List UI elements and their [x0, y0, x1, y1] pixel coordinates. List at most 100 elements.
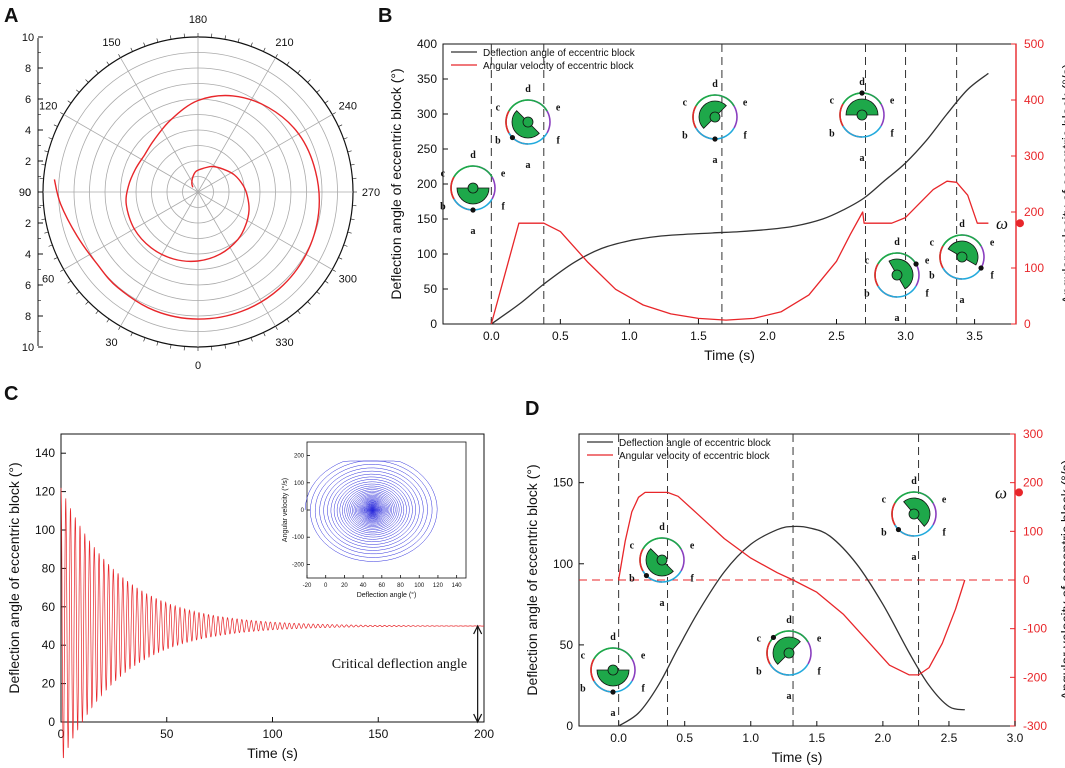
dial-icon-5: a b c d e f	[864, 237, 930, 324]
dial-letter-b: b	[864, 289, 870, 300]
y-tick-label: 200	[417, 177, 437, 191]
polar-outer-tick	[263, 47, 266, 52]
series-line-d-1	[617, 491, 966, 676]
polar-outer-tick	[130, 332, 133, 337]
polar-radial-label: 10	[22, 342, 34, 354]
x-tick-label: 150	[368, 727, 388, 741]
polar-outer-tick	[156, 341, 159, 346]
polar-outer-tick	[67, 100, 72, 104]
dial-arc-cyan	[769, 663, 809, 676]
polar-outer-tick	[44, 231, 49, 234]
polar-outer-tick	[95, 70, 99, 74]
dial-letter-d: d	[712, 79, 718, 90]
polar-angle-label: 180	[189, 14, 207, 26]
dial-letter-c: c	[441, 169, 446, 180]
dial-icon-3: a b c d e f	[682, 79, 748, 166]
polar-trajectory-line	[53, 94, 320, 320]
polar-outer-tick	[143, 42, 146, 47]
x-tick-label: 1.5	[808, 731, 825, 745]
dial-letter-f: f	[690, 574, 694, 585]
dial-letter-c: c	[757, 634, 762, 645]
dial-letter-b: b	[682, 131, 688, 142]
polar-outer-tick	[332, 269, 336, 272]
polar-spoke	[197, 191, 276, 327]
polar-outer-tick	[156, 38, 159, 43]
dial-letter-e: e	[817, 634, 822, 645]
inset-x-tick-label: 40	[360, 583, 367, 589]
dial-letter-b: b	[440, 202, 446, 213]
x-tick-label: 0	[58, 727, 65, 741]
x-tick-label: 2.0	[875, 731, 892, 745]
dial-letter-d: d	[959, 219, 965, 230]
polar-radial-label: 2	[25, 156, 31, 168]
dial-letter-e: e	[925, 256, 930, 267]
omega-dot-b	[1016, 219, 1024, 228]
inset-x-tick-label: 0	[324, 583, 328, 589]
polar-spoke	[120, 57, 199, 193]
x-tick-label: 1.0	[621, 329, 638, 343]
dial-letter-d: d	[525, 84, 531, 95]
polar-outer-tick	[60, 112, 64, 115]
inset-y-tick-label: 200	[294, 454, 305, 460]
x-tick-label: 0.0	[483, 329, 500, 343]
y2-axis-label-b: Angular velocity of eccentric block (°/s…	[1059, 64, 1065, 305]
series-line-b-1	[490, 180, 989, 325]
dial-dot	[913, 261, 919, 267]
polar-outer-tick	[250, 42, 253, 47]
polar-outer-tick	[297, 310, 301, 314]
polar-radial-label: 8	[25, 63, 31, 75]
dial-letter-e: e	[556, 103, 561, 114]
x-tick-label: 1.0	[742, 731, 759, 745]
dial-letter-e: e	[942, 495, 947, 506]
dial-icon-1: a b c d e f	[440, 150, 506, 237]
polar-outer-tick	[118, 54, 121, 58]
critical-angle-annotation: Critical deflection angle	[332, 657, 467, 672]
polar-outer-tick	[347, 231, 352, 234]
dial-letter-e: e	[641, 651, 646, 662]
polar-outer-tick	[224, 344, 226, 349]
polar-outer-tick	[324, 280, 329, 284]
dial-arc-top	[695, 94, 735, 107]
y2-tick-label: 300	[1023, 427, 1043, 441]
inset-y-tick-label: 0	[301, 508, 305, 514]
y2-tick-label: -300	[1023, 719, 1047, 733]
panel-label-c: C	[4, 383, 18, 405]
dial-letter-f: f	[990, 271, 994, 282]
dial-letter-f: f	[501, 202, 505, 213]
polar-outer-tick	[350, 164, 355, 166]
series-line-d-0	[618, 525, 965, 727]
dial-dot	[978, 265, 984, 271]
y-tick-label: 50	[424, 282, 438, 296]
inset-x-tick-label: 140	[452, 583, 463, 589]
polar-radial-label: 8	[25, 311, 31, 323]
dial-arc-top	[877, 252, 917, 265]
x-tick-label: 2.5	[941, 731, 958, 745]
dial-arc-top	[894, 491, 934, 504]
dial-letter-c: c	[683, 98, 688, 109]
dial-letter-c: c	[930, 238, 935, 249]
polar-outer-tick	[286, 318, 290, 323]
x-tick-label: 0.5	[676, 731, 693, 745]
polar-outer-tick	[297, 70, 301, 74]
polar-outer-tick	[224, 35, 226, 40]
dial-letter-e: e	[501, 169, 506, 180]
dial-arc-top	[508, 99, 548, 112]
polar-angle-label: 0	[195, 360, 201, 372]
polar-radial-label: 2	[25, 218, 31, 230]
dial-letter-a: a	[895, 313, 900, 324]
polar-outer-tick	[106, 318, 110, 323]
y-tick-label: 20	[42, 677, 56, 691]
y2-tick-label: 0	[1024, 317, 1031, 331]
polar-outer-tick	[338, 124, 343, 127]
polar-outer-tick	[343, 137, 348, 140]
dial-letter-b: b	[756, 667, 762, 678]
y-tick-label: 100	[553, 557, 573, 571]
dial-hub	[891, 269, 903, 281]
panel-label-a: A	[4, 5, 18, 27]
polar-radial-label: 4	[25, 249, 31, 261]
dial-sector	[845, 98, 879, 116]
inset-x-label: Deflection angle (°)	[357, 591, 417, 599]
dial-hub	[607, 664, 619, 676]
arrow-head-up	[473, 624, 483, 635]
